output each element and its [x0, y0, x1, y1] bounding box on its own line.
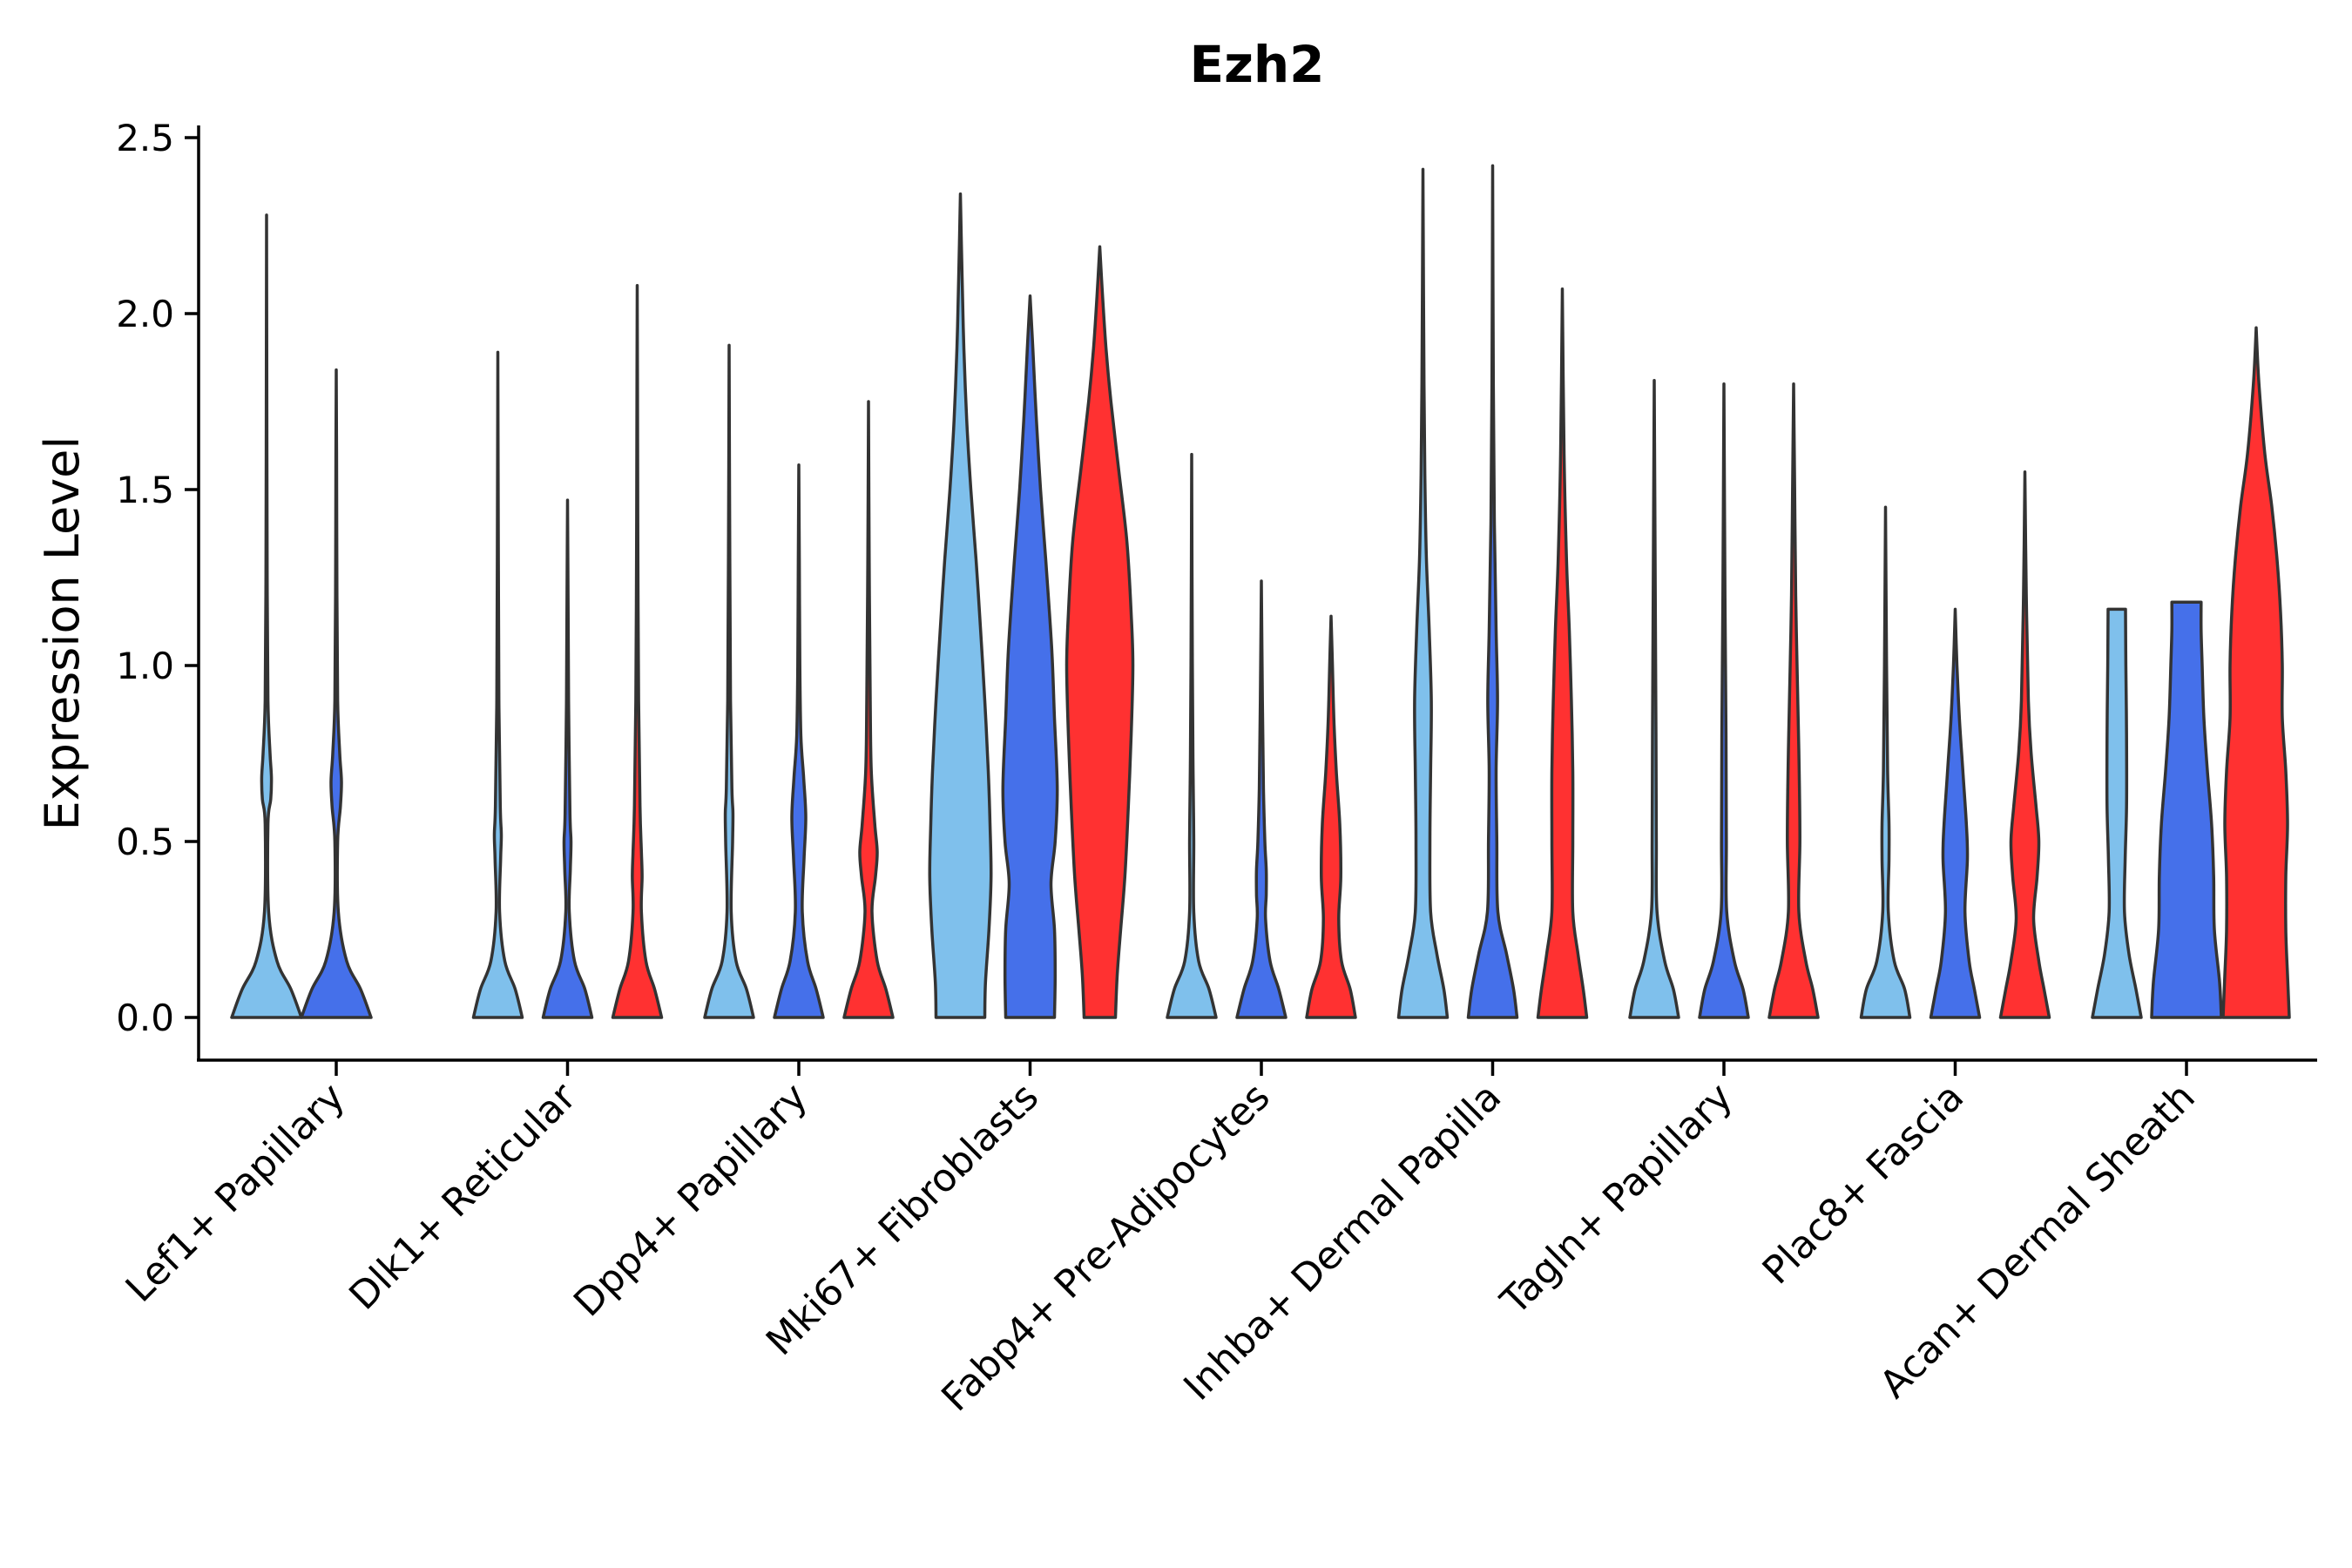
violin-blue	[300, 368, 373, 1019]
violin-blue	[1001, 294, 1059, 1019]
violin-blue	[773, 463, 825, 1019]
violin-blue	[1235, 579, 1288, 1019]
violin-lightblue	[1166, 452, 1218, 1019]
violin-blue	[1466, 164, 1519, 1019]
violin-red	[1998, 470, 2051, 1019]
violin-red	[842, 400, 895, 1019]
y-tick-label: 2.5	[116, 117, 174, 159]
violin-red	[1536, 287, 1589, 1019]
violin-blue	[1698, 382, 1750, 1019]
violin-lightblue	[2091, 607, 2143, 1019]
chart-title: Ezh2	[1189, 35, 1324, 94]
y-axis-ticks: 0.0 0.5 1.0 1.5 2.0 2.5	[116, 117, 199, 1039]
violin-red	[2221, 326, 2291, 1019]
y-tick-label: 2.0	[116, 293, 174, 335]
x-tick-label: Dpp4+ Papillary	[565, 1075, 816, 1326]
y-tick-label: 1.5	[116, 469, 174, 511]
violin-blue	[541, 498, 594, 1019]
violin-red	[1767, 382, 1820, 1019]
violin-red	[1305, 614, 1357, 1019]
violin-lightblue	[1628, 379, 1680, 1019]
violin-blue	[1929, 607, 1982, 1019]
violin-red	[611, 283, 664, 1019]
y-tick-label: 0.0	[116, 997, 174, 1039]
x-tick-label: Lef1+ Papillary	[118, 1075, 354, 1311]
violin-blue	[2150, 600, 2223, 1019]
x-tick-label: Tagln+ Papillary	[1492, 1075, 1741, 1324]
violin-lightblue	[928, 192, 993, 1019]
violin-lightblue	[1396, 167, 1450, 1019]
violin-lightblue	[703, 343, 755, 1019]
y-tick-label: 1.0	[116, 645, 174, 687]
violin-lightblue	[471, 350, 524, 1019]
violin-lightblue	[230, 213, 303, 1019]
y-axis-label: Expression Level	[35, 436, 90, 831]
x-tick-label: Dlk1+ Reticular	[341, 1074, 585, 1319]
violin-red	[1064, 245, 1135, 1019]
violin-lightblue	[1859, 505, 1912, 1019]
x-tick-label: Plac8+ Fascia	[1754, 1075, 1973, 1294]
y-tick-label: 0.5	[116, 821, 174, 863]
violins	[230, 164, 2291, 1019]
